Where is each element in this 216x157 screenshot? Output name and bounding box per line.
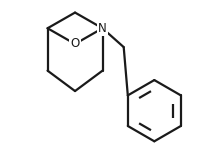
Text: O: O <box>70 38 80 50</box>
Text: N: N <box>98 22 107 35</box>
